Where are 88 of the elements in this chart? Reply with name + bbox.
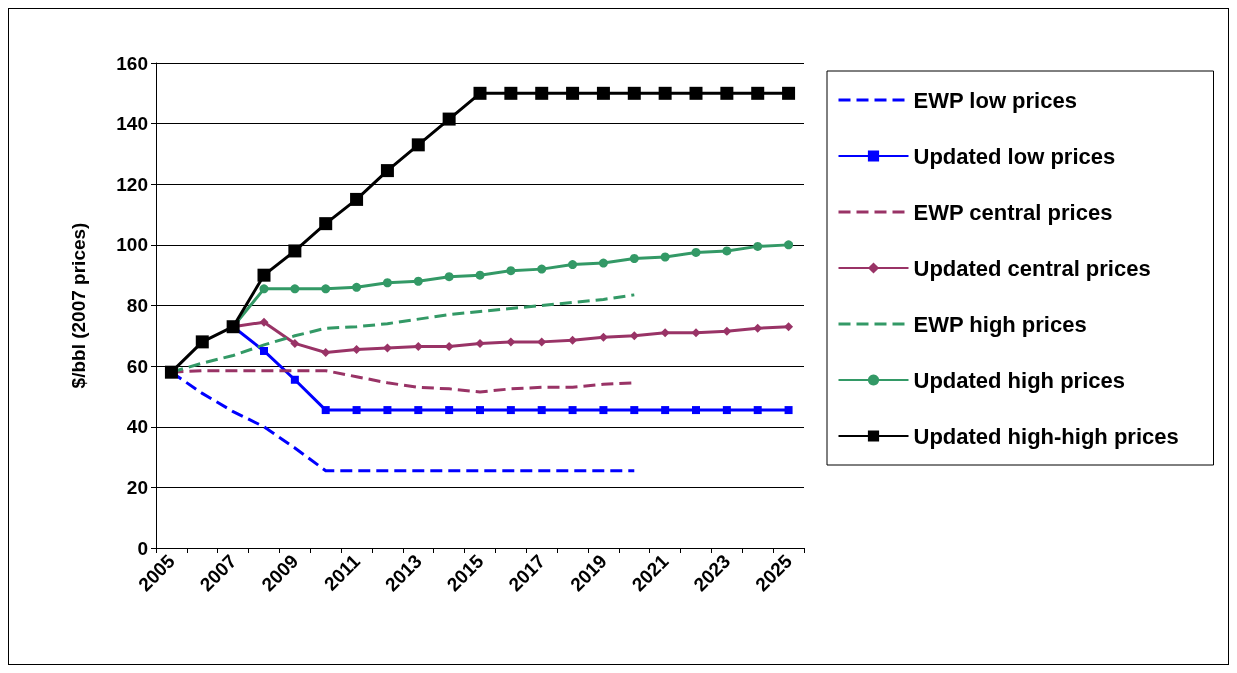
point xyxy=(257,268,271,282)
point xyxy=(321,347,331,357)
point xyxy=(506,337,516,347)
point xyxy=(629,331,639,341)
point xyxy=(689,86,703,100)
point xyxy=(661,406,670,415)
point xyxy=(784,322,794,332)
point xyxy=(596,86,610,100)
y-tick-label: 80 xyxy=(126,295,148,316)
legend-label: Updated high prices xyxy=(913,367,1125,393)
point xyxy=(692,406,700,415)
point xyxy=(782,86,796,100)
y-tick-label: 20 xyxy=(126,476,148,498)
point xyxy=(259,284,269,294)
point xyxy=(568,260,578,270)
point xyxy=(722,326,732,336)
point xyxy=(445,406,454,415)
point xyxy=(475,270,485,280)
point xyxy=(660,252,670,262)
point xyxy=(290,338,300,348)
y-tick-label: 0 xyxy=(137,537,148,559)
point xyxy=(598,332,608,342)
point xyxy=(722,406,731,415)
point xyxy=(411,138,425,152)
legend-label: EWP low prices xyxy=(913,87,1077,113)
point xyxy=(568,406,577,415)
y-tick-label: 100 xyxy=(116,234,148,256)
point xyxy=(288,244,302,258)
point xyxy=(260,346,268,355)
point xyxy=(352,406,361,415)
point xyxy=(506,266,516,276)
point xyxy=(660,328,670,338)
point xyxy=(321,406,330,415)
point xyxy=(506,406,515,415)
point xyxy=(568,335,578,345)
point xyxy=(535,86,549,100)
point xyxy=(321,284,331,294)
point xyxy=(476,406,484,415)
point xyxy=(259,317,269,327)
y-tick-label: 40 xyxy=(126,416,148,438)
point xyxy=(290,284,300,294)
point xyxy=(442,112,456,126)
point xyxy=(720,86,734,100)
point xyxy=(413,341,423,351)
y-tick-label: 120 xyxy=(116,173,148,195)
point xyxy=(473,86,487,100)
point xyxy=(537,406,546,415)
point xyxy=(751,86,765,100)
point xyxy=(195,335,209,349)
point xyxy=(383,406,392,415)
point xyxy=(629,254,639,264)
point xyxy=(382,278,392,288)
legend-label: EWP central prices xyxy=(913,199,1113,225)
point xyxy=(599,406,608,415)
point xyxy=(691,328,701,338)
point xyxy=(722,246,732,256)
point xyxy=(753,323,763,333)
point xyxy=(537,264,547,274)
point xyxy=(566,86,580,100)
y-tick-label: 140 xyxy=(116,113,148,135)
point xyxy=(630,406,639,415)
point xyxy=(290,375,299,384)
point xyxy=(598,258,608,268)
y-tick-label: 60 xyxy=(126,355,148,377)
point xyxy=(164,365,178,379)
point xyxy=(753,406,762,415)
legend-label: Updated low prices xyxy=(913,143,1116,169)
point xyxy=(658,86,672,100)
point xyxy=(504,86,518,100)
point xyxy=(352,344,362,354)
point xyxy=(475,338,485,348)
point xyxy=(350,192,364,206)
legend-label: EWP high prices xyxy=(913,311,1087,337)
point xyxy=(380,164,394,178)
y-tick-label: 160 xyxy=(116,52,148,74)
point xyxy=(319,217,333,231)
legend-label: Updated central prices xyxy=(913,255,1151,281)
point xyxy=(691,247,701,257)
point xyxy=(784,406,793,415)
point xyxy=(413,276,423,286)
legend-label: Updated high-high prices xyxy=(913,423,1179,449)
point xyxy=(784,240,794,250)
point xyxy=(753,241,763,251)
point xyxy=(627,86,641,100)
y-axis-title: $/bbl (2007 prices) xyxy=(68,222,89,389)
point xyxy=(352,282,362,292)
point xyxy=(444,272,454,282)
point xyxy=(414,406,423,415)
